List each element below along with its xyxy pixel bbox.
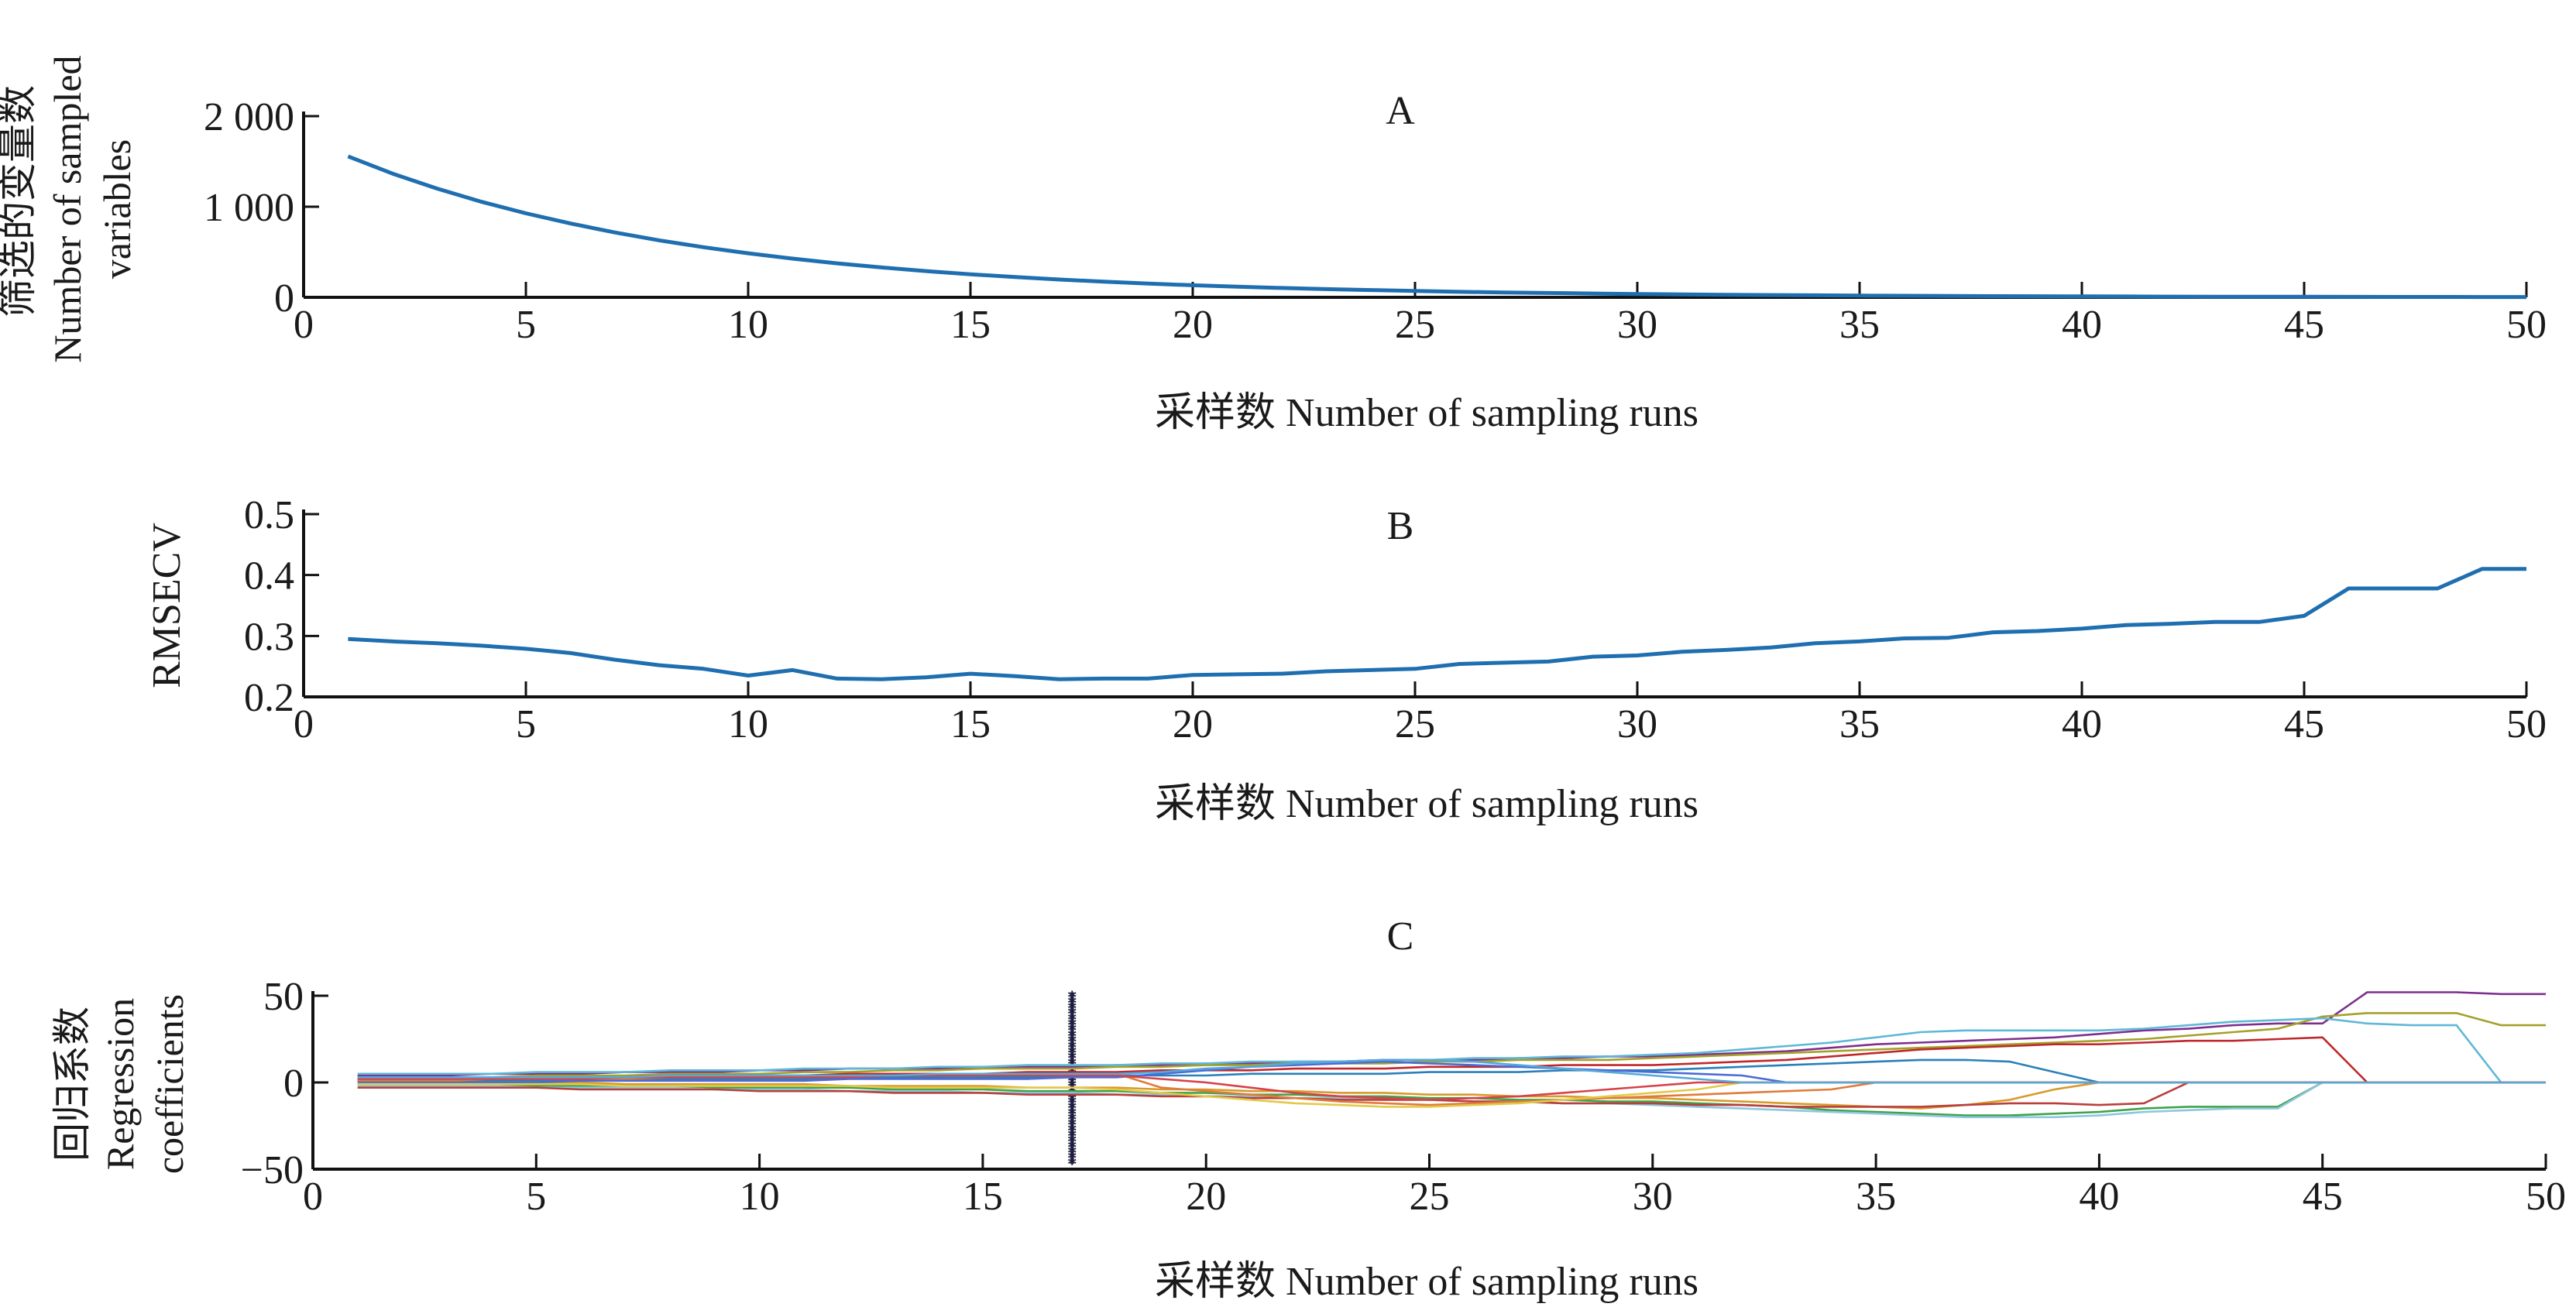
x-tick-label: 40 [2062, 702, 2102, 746]
x-tick-label: 0 [294, 303, 314, 347]
x-tick-label: 10 [728, 702, 768, 746]
asterisk-marker: * [1067, 1092, 1077, 1114]
panel-c-x-axis-label: 采样数 Number of sampling runs [1155, 1260, 1698, 1304]
panel-b-x-axis-label: 采样数 Number of sampling runs [1155, 782, 1698, 826]
panel-a-title: A [1386, 89, 1415, 133]
series-line-2 [357, 1017, 2546, 1084]
series-line-13 [357, 1058, 2546, 1084]
y-tick-label: −50 [241, 1148, 304, 1192]
panel-b-title: B [1387, 504, 1414, 548]
x-tick-label: 5 [516, 702, 536, 746]
y-tick-label: 0.4 [244, 554, 294, 599]
x-tick-label: 10 [740, 1175, 780, 1219]
asterisk-marker: * [1067, 992, 1077, 1014]
x-tick-label: 25 [1395, 702, 1435, 746]
asterisk-marker: * [1067, 986, 1077, 1009]
x-tick-label: 0 [303, 1175, 323, 1219]
asterisk-marker: * [1067, 1031, 1077, 1054]
series-line-0 [348, 567, 2526, 681]
x-tick-label: 50 [2506, 303, 2547, 347]
x-tick-label: 30 [1617, 702, 1657, 746]
x-tick-label: 45 [2284, 702, 2324, 746]
asterisk-marker: * [1067, 1142, 1077, 1165]
y-tick-label: 0.2 [244, 676, 294, 720]
y-tick-label: 0 [274, 276, 294, 321]
asterisk-marker: * [1067, 1020, 1077, 1042]
x-tick-label: 35 [1856, 1175, 1896, 1219]
panel-a-y-label-line-3: variables [95, 139, 139, 279]
y-tick-label: 1 000 [204, 186, 294, 230]
panel-a-y-label-line-2: Number of sampled [46, 55, 89, 362]
x-tick-label: 45 [2303, 1175, 2343, 1219]
panel-c: C 回归系数 Regression coefficients 采样数 Numbe… [50, 914, 2566, 1304]
asterisk-marker: * [1067, 1153, 1077, 1175]
y-tick-label: 2 000 [204, 95, 294, 139]
asterisk-marker: * [1067, 1131, 1077, 1154]
y-tick-label: 0.3 [244, 615, 294, 659]
x-tick-label: 15 [950, 702, 991, 746]
panel-c-y-label-line-3: coefficients [148, 994, 191, 1174]
x-tick-label: 45 [2284, 303, 2324, 347]
series-line-8 [357, 1081, 2546, 1108]
x-tick-label: 20 [1173, 702, 1213, 746]
y-tick-label: 0.5 [244, 493, 294, 537]
asterisk-marker: * [1067, 1042, 1077, 1065]
asterisk-marker: * [1067, 1120, 1077, 1142]
panel-b-y-axis-label: RMSECV [145, 523, 189, 688]
x-tick-label: 20 [1173, 303, 1213, 347]
asterisk-marker: * [1067, 1114, 1077, 1137]
panel-a-y-label-line-1: 筛选的变量数 [0, 85, 39, 317]
panel-a-y-axis-label: 筛选的变量数 Number of sampled variables [0, 55, 139, 362]
x-tick-label: 25 [1395, 303, 1435, 347]
x-tick-label: 50 [2506, 702, 2547, 746]
panel-c-title: C [1387, 914, 1414, 959]
series-line-0 [347, 154, 2526, 300]
asterisk-marker: * [1067, 1003, 1077, 1026]
x-tick-label: 35 [1839, 702, 1880, 746]
x-tick-label: 25 [1410, 1175, 1450, 1219]
x-tick-label: 30 [1633, 1175, 1673, 1219]
x-tick-label: 10 [728, 303, 768, 347]
x-tick-label: 15 [950, 303, 991, 347]
x-tick-label: 15 [963, 1175, 1003, 1219]
x-tick-label: 5 [516, 303, 536, 347]
asterisk-marker: * [1067, 1125, 1077, 1147]
asterisk-marker: * [1067, 1103, 1077, 1126]
x-tick-label: 40 [2062, 303, 2102, 347]
panel-a: A 筛选的变量数 Number of sampled variables 采样数… [0, 55, 2547, 435]
panel-a-x-axis-label: 采样数 Number of sampling runs [1155, 391, 1698, 435]
asterisk-marker: * [1067, 1098, 1077, 1120]
asterisk-marker: * [1067, 1137, 1077, 1159]
panel-c-y-label-line-2: Regression [98, 998, 142, 1170]
asterisk-marker: * [1067, 1109, 1077, 1131]
asterisk-marker: * [1067, 1025, 1077, 1048]
x-tick-label: 40 [2079, 1175, 2119, 1219]
y-tick-label: 0 [283, 1062, 304, 1106]
x-tick-label: 5 [526, 1175, 546, 1219]
asterisk-marker: * [1067, 1147, 1077, 1170]
asterisk-marker: * [1067, 1009, 1077, 1031]
asterisk-marker: * [1067, 998, 1077, 1021]
panel-c-y-axis-label: 回归系数 Regression coefficients [50, 994, 191, 1174]
x-tick-label: 50 [2526, 1175, 2566, 1219]
y-tick-label: 50 [263, 975, 304, 1019]
x-tick-label: 35 [1839, 303, 1880, 347]
x-tick-label: 0 [294, 702, 314, 746]
asterisk-marker: * [1067, 1037, 1077, 1059]
x-tick-label: 30 [1617, 303, 1657, 347]
panel-b: B RMSECV 采样数 Number of sampling runs 0 5 1… [145, 493, 2547, 826]
x-tick-label: 20 [1186, 1175, 1226, 1219]
panel-c-y-label-line-1: 回归系数 [50, 1007, 94, 1161]
asterisk-marker: * [1067, 1014, 1077, 1037]
